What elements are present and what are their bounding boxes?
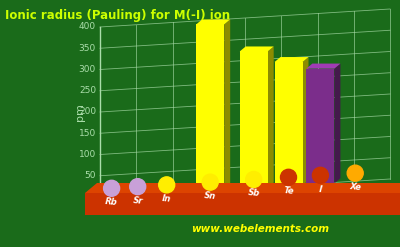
Bar <box>240 51 268 187</box>
Text: Sb: Sb <box>247 188 260 199</box>
Polygon shape <box>274 57 308 62</box>
Text: www.webelements.com: www.webelements.com <box>191 224 329 234</box>
Circle shape <box>104 180 120 196</box>
Text: 50: 50 <box>84 171 96 180</box>
Polygon shape <box>268 46 274 187</box>
Circle shape <box>202 174 218 190</box>
Text: 250: 250 <box>79 86 96 95</box>
Text: Ionic radius (Pauling) for M(-I) ion: Ionic radius (Pauling) for M(-I) ion <box>5 9 230 22</box>
Text: Rb: Rb <box>105 197 118 207</box>
Polygon shape <box>302 57 308 185</box>
Text: 200: 200 <box>79 107 96 117</box>
Circle shape <box>312 167 328 183</box>
Polygon shape <box>224 20 230 190</box>
Circle shape <box>347 165 363 181</box>
Text: Xe: Xe <box>349 182 361 192</box>
Text: 400: 400 <box>79 22 96 32</box>
Text: 150: 150 <box>79 129 96 138</box>
Text: 300: 300 <box>79 65 96 74</box>
Polygon shape <box>85 183 400 193</box>
Polygon shape <box>240 46 274 51</box>
Bar <box>85 193 400 215</box>
Text: 0: 0 <box>90 192 96 202</box>
Text: Te: Te <box>283 186 294 196</box>
Text: I: I <box>318 185 322 194</box>
Circle shape <box>130 179 146 195</box>
Bar <box>274 62 302 185</box>
Polygon shape <box>196 20 230 24</box>
Text: Sr: Sr <box>132 196 143 206</box>
Text: Sn: Sn <box>204 191 216 201</box>
Polygon shape <box>306 63 340 69</box>
Bar <box>306 69 334 183</box>
Text: In: In <box>162 194 172 204</box>
Bar <box>196 24 224 190</box>
Text: pm: pm <box>75 103 85 121</box>
Text: 100: 100 <box>79 150 96 159</box>
Polygon shape <box>334 63 340 183</box>
Circle shape <box>280 169 296 185</box>
Circle shape <box>159 177 175 193</box>
Text: 350: 350 <box>79 44 96 53</box>
Circle shape <box>246 171 262 187</box>
